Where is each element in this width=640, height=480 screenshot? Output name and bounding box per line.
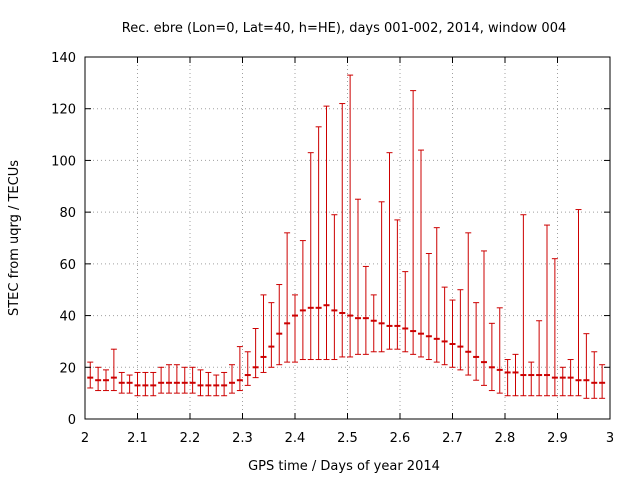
error-bar-point	[331, 214, 338, 361]
y-tick-label: 100	[51, 154, 76, 169]
error-bar-point	[142, 371, 149, 397]
error-bar-point	[378, 201, 385, 353]
error-bar-point	[496, 307, 503, 394]
x-tick-labels: 2 2.1 2.2 2.3 2.4 2.5 2.6 2.7 2.8 2.9 3	[81, 431, 614, 446]
error-bar-point	[449, 299, 456, 368]
x-tick-label: 2.8	[495, 431, 516, 446]
error-bar-point	[150, 371, 157, 397]
data-layer	[87, 74, 606, 399]
error-bar-point	[189, 366, 196, 394]
x-tick-label: 2.1	[127, 431, 148, 446]
error-bar-point	[386, 152, 393, 350]
error-bar-point	[425, 253, 432, 361]
error-bar-point	[520, 214, 527, 397]
error-bar-point	[181, 366, 188, 394]
error-bar-point	[583, 333, 590, 399]
error-bar-point	[166, 364, 172, 394]
error-bar-point	[481, 250, 487, 386]
x-tick-label: 2.6	[390, 431, 411, 446]
grid-layer	[85, 57, 610, 419]
error-bar-point	[292, 294, 298, 363]
error-bar-point	[575, 209, 582, 397]
error-bar-point	[158, 366, 165, 394]
error-bar-point	[134, 371, 141, 397]
error-bar-point	[410, 90, 417, 355]
error-bar-point	[441, 286, 448, 366]
error-bar-point	[126, 374, 133, 394]
error-bar-point	[347, 74, 354, 358]
error-bar-point	[173, 364, 180, 394]
error-bar-point	[567, 359, 574, 397]
y-axis-label: STEC from uqrg / TECUs	[7, 160, 22, 316]
error-bar-point	[433, 227, 440, 363]
chart-title: Rec. ebre (Lon=0, Lat=40, h=HE), days 00…	[122, 21, 566, 36]
x-tick-label: 2.9	[547, 431, 568, 446]
error-bar-point	[236, 346, 243, 392]
error-bar-point	[315, 126, 322, 361]
error-bar-point	[402, 271, 409, 353]
error-bar-point	[551, 258, 558, 397]
error-bar-point	[87, 361, 94, 389]
error-bar-point	[284, 232, 291, 363]
error-bar-point	[110, 348, 117, 392]
error-bar-point	[103, 369, 109, 392]
error-bar-point	[394, 219, 401, 350]
error-bar-point	[457, 289, 464, 371]
error-bar-point	[307, 152, 314, 361]
x-axis-label: GPS time / Days of year 2014	[248, 459, 440, 474]
error-bar-point	[591, 351, 598, 399]
error-bar-point	[559, 366, 566, 397]
x-tick-label: 2.7	[442, 431, 463, 446]
x-tick-label: 2.2	[180, 431, 201, 446]
error-bar-point	[229, 364, 235, 394]
error-bar-point	[95, 366, 102, 392]
error-bar-point	[323, 105, 330, 361]
error-bar-point	[599, 364, 606, 399]
error-bar-point	[488, 322, 495, 392]
error-bar-point	[118, 371, 125, 394]
error-bar-point	[268, 302, 275, 368]
error-bar-point	[213, 374, 220, 397]
x-tick-label: 3	[606, 431, 614, 446]
y-tick-label: 0	[68, 413, 76, 428]
error-bar-point	[299, 240, 306, 361]
error-bar-point	[197, 369, 204, 397]
y-tick-label: 120	[51, 103, 76, 118]
error-bar-point	[205, 371, 212, 397]
y-tick-label: 20	[59, 361, 76, 376]
error-bar-point	[418, 149, 424, 358]
x-tick-label: 2	[81, 431, 89, 446]
error-bar-point	[355, 198, 361, 355]
x-tick-label: 2.5	[337, 431, 358, 446]
error-bar-point	[504, 359, 511, 397]
error-bar-point	[512, 353, 519, 397]
error-bar-point	[362, 265, 369, 355]
y-tick-label: 60	[59, 258, 76, 273]
error-bar-point	[536, 320, 543, 397]
x-tick-label: 2.4	[285, 431, 306, 446]
error-bar-point	[370, 294, 377, 353]
error-bar-point	[276, 284, 283, 366]
error-bar-point	[221, 371, 228, 397]
error-bar-point	[260, 294, 267, 373]
error-bar-point	[473, 302, 480, 381]
y-tick-label: 140	[51, 51, 76, 66]
error-bar-point	[244, 351, 251, 386]
y-tick-label: 80	[59, 206, 76, 221]
error-bar-point	[544, 224, 550, 397]
tick-layer	[84, 56, 611, 420]
error-bar-point	[339, 103, 346, 358]
y-tick-labels: 0 20 40 60 80 100 120 140	[51, 51, 76, 428]
y-tick-label: 40	[59, 310, 76, 325]
x-tick-label: 2.3	[232, 431, 253, 446]
error-bar-point	[252, 328, 259, 379]
error-bar-point	[528, 361, 535, 397]
error-bar-point	[465, 232, 472, 376]
